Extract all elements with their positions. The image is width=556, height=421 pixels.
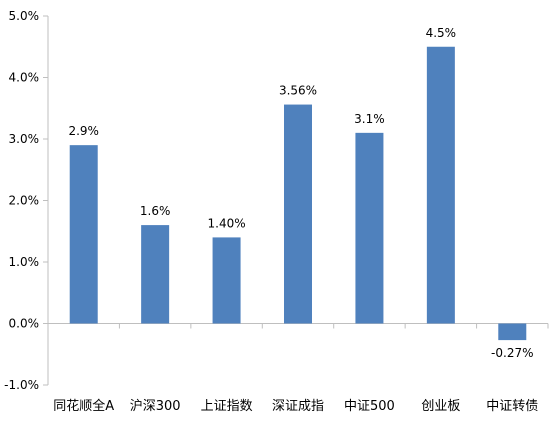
- bar: [355, 132, 384, 324]
- bar: [141, 225, 170, 324]
- data-label: -0.27%: [491, 346, 533, 360]
- bar: [498, 323, 527, 341]
- data-label: 1.6%: [140, 204, 171, 218]
- y-tick-label: 3.0%: [9, 132, 40, 146]
- bar: [426, 46, 455, 324]
- category-label: 中证转债: [486, 399, 538, 414]
- category-label: 中证500: [344, 399, 395, 414]
- category-label: 沪深300: [130, 398, 181, 414]
- category-label: 上证指数: [201, 399, 253, 414]
- y-tick-label: 5.0%: [9, 9, 40, 23]
- category-label: 创业板: [421, 399, 460, 414]
- data-label: 3.56%: [279, 84, 317, 98]
- category-label: 同花顺全A: [53, 398, 114, 414]
- y-tick-label: 1.0%: [9, 255, 40, 269]
- bar: [284, 104, 312, 324]
- y-tick-label: -1.0%: [4, 378, 39, 392]
- y-tick-label: 2.0%: [9, 194, 40, 208]
- data-label: 1.40%: [208, 216, 246, 230]
- bar: [69, 145, 98, 324]
- bar: [212, 237, 241, 324]
- y-tick-label: 4.0%: [9, 71, 40, 85]
- data-label: 2.9%: [68, 124, 99, 138]
- data-label: 4.5%: [426, 26, 457, 40]
- data-label: 3.1%: [354, 112, 385, 126]
- y-tick-label: 0.0%: [9, 317, 40, 331]
- category-label: 深证成指: [272, 399, 324, 414]
